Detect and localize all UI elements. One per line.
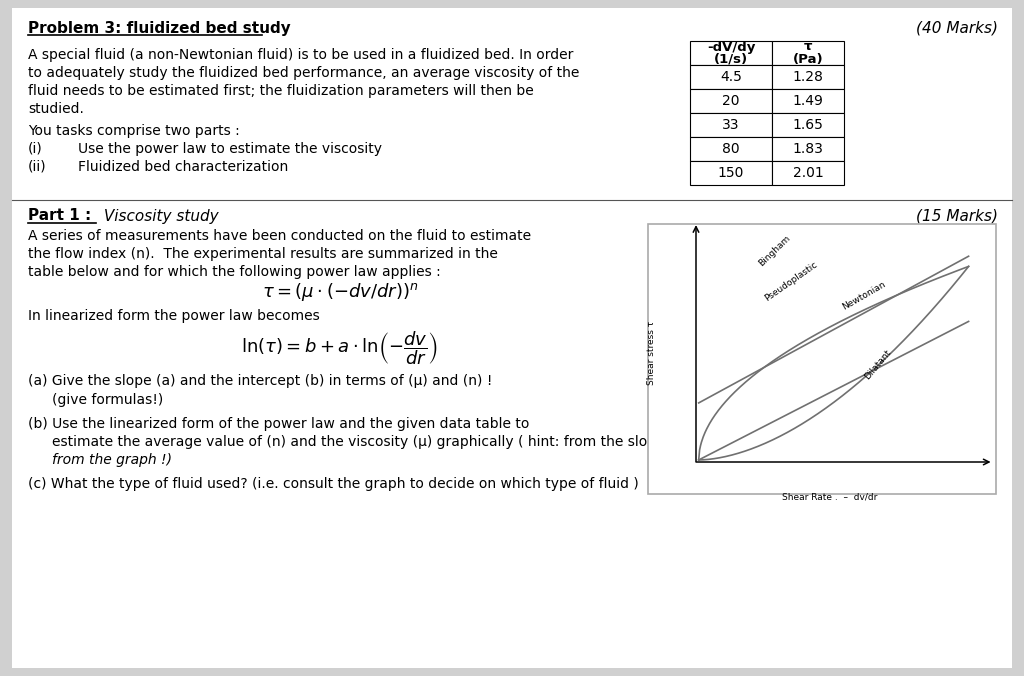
Text: table below and for which the following power law applies :: table below and for which the following …: [28, 265, 440, 279]
Text: Problem 3: fluidized bed study: Problem 3: fluidized bed study: [28, 20, 291, 36]
Text: 1.83: 1.83: [793, 142, 823, 156]
Text: Pseudoplastic: Pseudoplastic: [763, 260, 819, 303]
Text: Fluidized bed characterization: Fluidized bed characterization: [78, 160, 288, 174]
Bar: [772, 65, 844, 89]
Text: to adequately study the fluidized bed performance, an average viscosity of the: to adequately study the fluidized bed pe…: [28, 66, 580, 80]
Text: from the graph !): from the graph !): [52, 453, 172, 467]
Text: 150: 150: [718, 166, 744, 180]
Text: A special fluid (a non-Newtonian fluid) is to be used in a fluidized bed. In ord: A special fluid (a non-Newtonian fluid) …: [28, 48, 573, 62]
Text: $\ln(\tau) = b + a \cdot \ln\!\left(-\dfrac{dv}{dr}\right)$: $\ln(\tau) = b + a \cdot \ln\!\left(-\df…: [242, 329, 438, 367]
Text: (1/s): (1/s): [714, 53, 749, 66]
Text: (i): (i): [28, 142, 43, 156]
Text: (b) Use the linearized form of the power law and the given data table to: (b) Use the linearized form of the power…: [28, 417, 529, 431]
Text: A series of measurements have been conducted on the fluid to estimate: A series of measurements have been condu…: [28, 229, 531, 243]
Bar: [690, 137, 772, 161]
Bar: [772, 137, 844, 161]
Text: Use the power law to estimate the viscosity: Use the power law to estimate the viscos…: [78, 142, 382, 156]
Text: In linearized form the power law becomes: In linearized form the power law becomes: [28, 309, 319, 323]
Text: (15 Marks): (15 Marks): [916, 208, 998, 224]
Text: Bingham: Bingham: [757, 233, 793, 268]
Text: studied.: studied.: [28, 102, 84, 116]
Text: 1.49: 1.49: [793, 94, 823, 108]
Text: You tasks comprise two parts :: You tasks comprise two parts :: [28, 124, 240, 138]
Text: 80: 80: [722, 142, 739, 156]
Bar: [690, 161, 772, 185]
Bar: [772, 113, 844, 137]
Text: 2.01: 2.01: [793, 166, 823, 180]
Bar: [690, 89, 772, 113]
Bar: [772, 161, 844, 185]
Text: -dV/dy: -dV/dy: [707, 41, 755, 53]
Text: Shear Rate .  –  dv/dr: Shear Rate . – dv/dr: [781, 493, 878, 502]
Text: 4.5: 4.5: [720, 70, 742, 84]
Text: 20: 20: [722, 94, 739, 108]
Text: (c) What the type of fluid used? (i.e. consult the graph to decide on which type: (c) What the type of fluid used? (i.e. c…: [28, 477, 639, 491]
Bar: [648, 224, 996, 494]
Text: τ: τ: [804, 41, 812, 53]
Text: Shear stress τ: Shear stress τ: [647, 321, 656, 385]
Text: 1.65: 1.65: [793, 118, 823, 132]
Text: 33: 33: [722, 118, 739, 132]
Text: (a) Give the slope (a) and the intercept (b) in terms of (μ) and (n) !: (a) Give the slope (a) and the intercept…: [28, 374, 493, 388]
Text: Part 1 :: Part 1 :: [28, 208, 91, 224]
Text: Viscosity study: Viscosity study: [99, 208, 219, 224]
Text: (ii): (ii): [28, 160, 47, 174]
Bar: [690, 65, 772, 89]
Text: (40 Marks): (40 Marks): [916, 20, 998, 36]
Bar: [772, 41, 844, 65]
Text: Newtonian: Newtonian: [841, 279, 887, 312]
Text: (Pa): (Pa): [793, 53, 823, 66]
Bar: [690, 113, 772, 137]
Bar: [772, 89, 844, 113]
Text: (give formulas!): (give formulas!): [52, 393, 163, 407]
Text: Dilatant: Dilatant: [863, 347, 893, 381]
Text: fluid needs to be estimated first; the fluidization parameters will then be: fluid needs to be estimated first; the f…: [28, 84, 534, 98]
Text: the flow index (n).  The experimental results are summarized in the: the flow index (n). The experimental res…: [28, 247, 498, 261]
Bar: [690, 41, 772, 65]
Text: 1.28: 1.28: [793, 70, 823, 84]
Text: estimate the average value of (n) and the viscosity (μ) graphically ( hint: from: estimate the average value of (n) and th…: [52, 435, 762, 449]
Text: $\tau = (\mu \cdot (-dv/dr))^n$: $\tau = (\mu \cdot (-dv/dr))^n$: [262, 281, 418, 303]
